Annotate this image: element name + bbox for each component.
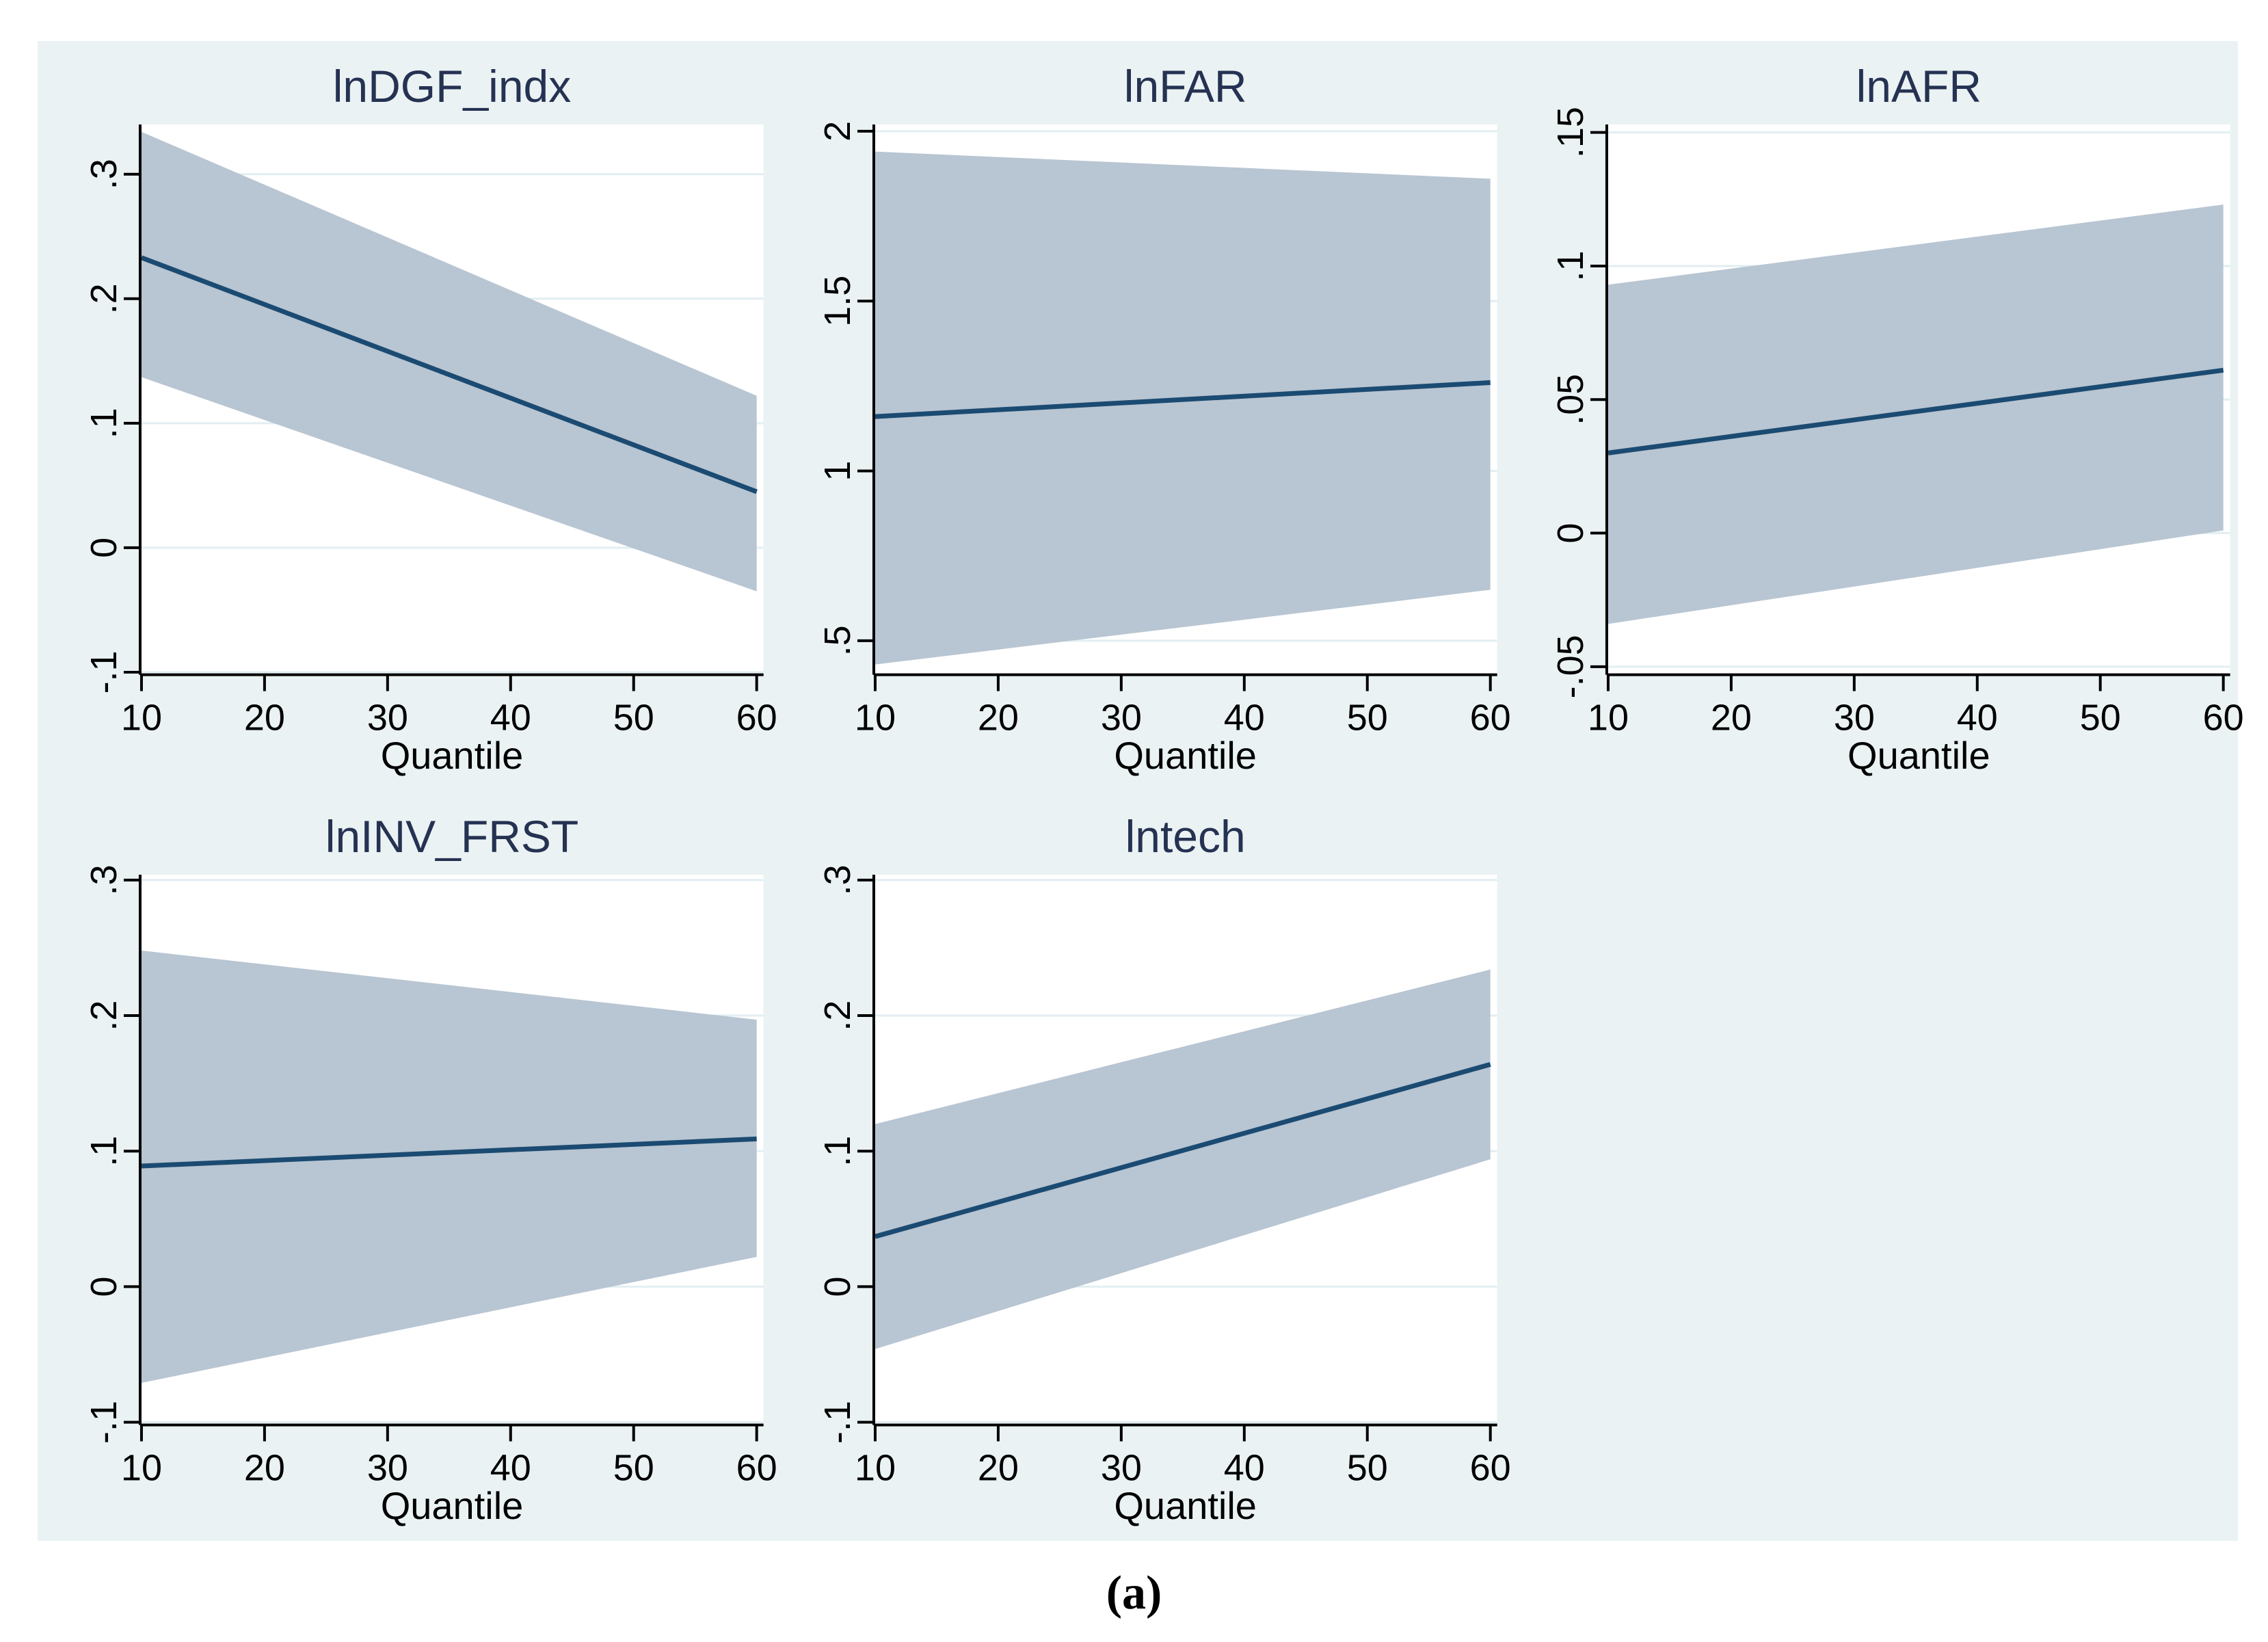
y-tick-label: .2 bbox=[83, 1000, 124, 1031]
y-tick-label: 1 bbox=[817, 461, 858, 481]
y-tick-label: 0 bbox=[83, 538, 124, 558]
x-tick-label: 50 bbox=[613, 1447, 654, 1488]
y-tick-label: .3 bbox=[83, 159, 124, 189]
x-tick-label: 60 bbox=[1469, 1447, 1510, 1488]
y-tick-label: 1.5 bbox=[817, 276, 858, 327]
x-tick-label: 60 bbox=[736, 698, 777, 739]
subplot-canvas: -.05 0 .05 .1 .15 10 20 30 40 50 60 bbox=[1550, 107, 2244, 739]
x-tick-label: 20 bbox=[978, 1447, 1019, 1488]
x-axis-label: Quantile bbox=[1114, 1483, 1257, 1527]
confidence-band bbox=[1608, 204, 2224, 624]
quantile-plot-figure: -.1 0.1.2.3 10 20 30 40 50 60 lnDGF_indx Quanti… bbox=[38, 41, 2244, 1541]
x-tick-label: 50 bbox=[2080, 698, 2121, 739]
coefficient-line bbox=[875, 380, 1491, 419]
y-tick-label: 0 bbox=[1550, 523, 1591, 544]
y-tick-label: .1 bbox=[83, 408, 124, 438]
x-axis-label: Quantile bbox=[380, 734, 524, 777]
y-tick-label: -.1 bbox=[83, 650, 124, 693]
empty-cell bbox=[1504, 791, 2238, 1541]
x-tick-label: 20 bbox=[1711, 698, 1752, 739]
x-axis-label: Quantile bbox=[1847, 734, 1990, 777]
y-tick-label: .3 bbox=[817, 864, 858, 895]
subplot-title: lnAFR bbox=[1856, 61, 1982, 111]
y-tick-label: .5 bbox=[817, 625, 858, 656]
x-tick-label: 30 bbox=[1100, 1447, 1141, 1488]
coefficient-line bbox=[140, 255, 758, 494]
y-tick-label: 0 bbox=[817, 1276, 858, 1297]
x-tick-label: 30 bbox=[367, 698, 408, 739]
y-tick-label: .2 bbox=[83, 283, 124, 314]
y-tick-label: .3 bbox=[83, 864, 124, 895]
x-tick-label: 30 bbox=[1100, 698, 1141, 739]
confidence-band bbox=[875, 969, 1491, 1349]
x-tick-label: 60 bbox=[1469, 698, 1510, 739]
y-tick-label: .1 bbox=[817, 1135, 858, 1166]
y-tick-label: -.1 bbox=[817, 1401, 858, 1444]
subplot-lntech: -.1 0 .1 .2 .3 10 20 30 40 50 60 lntech Quantile bbox=[771, 791, 1511, 1541]
x-tick-label: 40 bbox=[490, 1447, 531, 1488]
subplot-title: lnDGF_indx bbox=[332, 61, 572, 111]
x-tick-label: 40 bbox=[490, 698, 531, 739]
coefficient-line bbox=[874, 1061, 1491, 1239]
x-tick-label: 20 bbox=[978, 698, 1019, 739]
x-tick-label: 50 bbox=[613, 698, 654, 739]
subplot-lnfar: .5 1 1.5 2 10 20 30 40 50 60 lnFAR Quantile bbox=[771, 41, 1511, 791]
x-tick-label: 60 bbox=[736, 1447, 777, 1488]
x-tick-label: 10 bbox=[1588, 698, 1629, 739]
y-tick-label: .15 bbox=[1550, 107, 1591, 158]
subplot-title: lntech bbox=[1125, 810, 1246, 862]
x-tick-label: 40 bbox=[1223, 698, 1264, 739]
y-tick-label: 0 bbox=[83, 1276, 124, 1297]
subplot-title: lnFAR bbox=[1123, 61, 1247, 111]
y-tick-label: .1 bbox=[1550, 250, 1591, 281]
x-tick-label: 10 bbox=[121, 1447, 162, 1488]
x-tick-label: 40 bbox=[1957, 698, 1998, 739]
x-tick-label: 30 bbox=[1834, 698, 1875, 739]
subplot-lninv-frst: -.1 0 .1 .2 .3 10 20 30 40 50 60 lnINV_FRST Quanti… bbox=[38, 791, 777, 1541]
confidence-band bbox=[875, 151, 1491, 665]
y-tick-label: .2 bbox=[817, 1000, 858, 1031]
coefficient-line bbox=[1607, 367, 2224, 455]
x-tick-label: 10 bbox=[855, 698, 896, 739]
x-tick-label: 40 bbox=[1223, 1447, 1264, 1488]
confidence-band bbox=[141, 950, 757, 1383]
subplot-canvas: .5 1 1.5 2 10 20 30 40 50 60 bbox=[817, 121, 1511, 739]
subplot-lndgf-indx: -.1 0 .1 .2 .3 10 20 30 40 50 60 lnDGF_indx Quanti… bbox=[38, 41, 777, 791]
figure-caption: (a) bbox=[1106, 1567, 1162, 1619]
x-tick-label: 20 bbox=[244, 1447, 285, 1488]
subplot-canvas: -.1 0 .1 .2 .3 10 20 30 40 50 60 bbox=[817, 864, 1511, 1488]
confidence-band bbox=[141, 131, 757, 592]
y-tick-label: -.05 bbox=[1550, 635, 1591, 698]
y-tick-label: .05 bbox=[1550, 374, 1591, 425]
subplot-title: lnINV_FRST bbox=[325, 810, 579, 862]
coefficient-line bbox=[141, 1136, 757, 1169]
x-tick-label: 10 bbox=[855, 1447, 896, 1488]
x-tick-label: 60 bbox=[2203, 698, 2244, 739]
x-axis-label: Quantile bbox=[380, 1483, 524, 1527]
x-tick-label: 30 bbox=[367, 1447, 408, 1488]
subplot-grid: -.1 0.1.2.3 10 20 30 40 50 60 lnDGF_indx Quanti… bbox=[38, 41, 2244, 1541]
x-tick-label: 20 bbox=[244, 698, 285, 739]
subplot-canvas: -.1 0 .1 .2 .3 10 20 30 40 50 60 bbox=[83, 124, 777, 739]
subplot-canvas: -.1 0 .1 .2 .3 10 20 30 40 50 60 bbox=[83, 864, 777, 1488]
x-tick-label: 50 bbox=[1346, 1447, 1387, 1488]
x-tick-label: 10 bbox=[121, 698, 162, 739]
y-tick-label: -.1 bbox=[83, 1401, 124, 1444]
x-tick-label: 50 bbox=[1346, 698, 1387, 739]
subplot-lnafr: -.05 0 .05 .1 .15 10 20 30 40 50 60 lnAFR Quantile bbox=[1504, 41, 2244, 791]
x-axis-label: Quantile bbox=[1114, 734, 1257, 777]
y-tick-label: .1 bbox=[83, 1135, 124, 1166]
y-tick-label: 2 bbox=[817, 121, 858, 142]
